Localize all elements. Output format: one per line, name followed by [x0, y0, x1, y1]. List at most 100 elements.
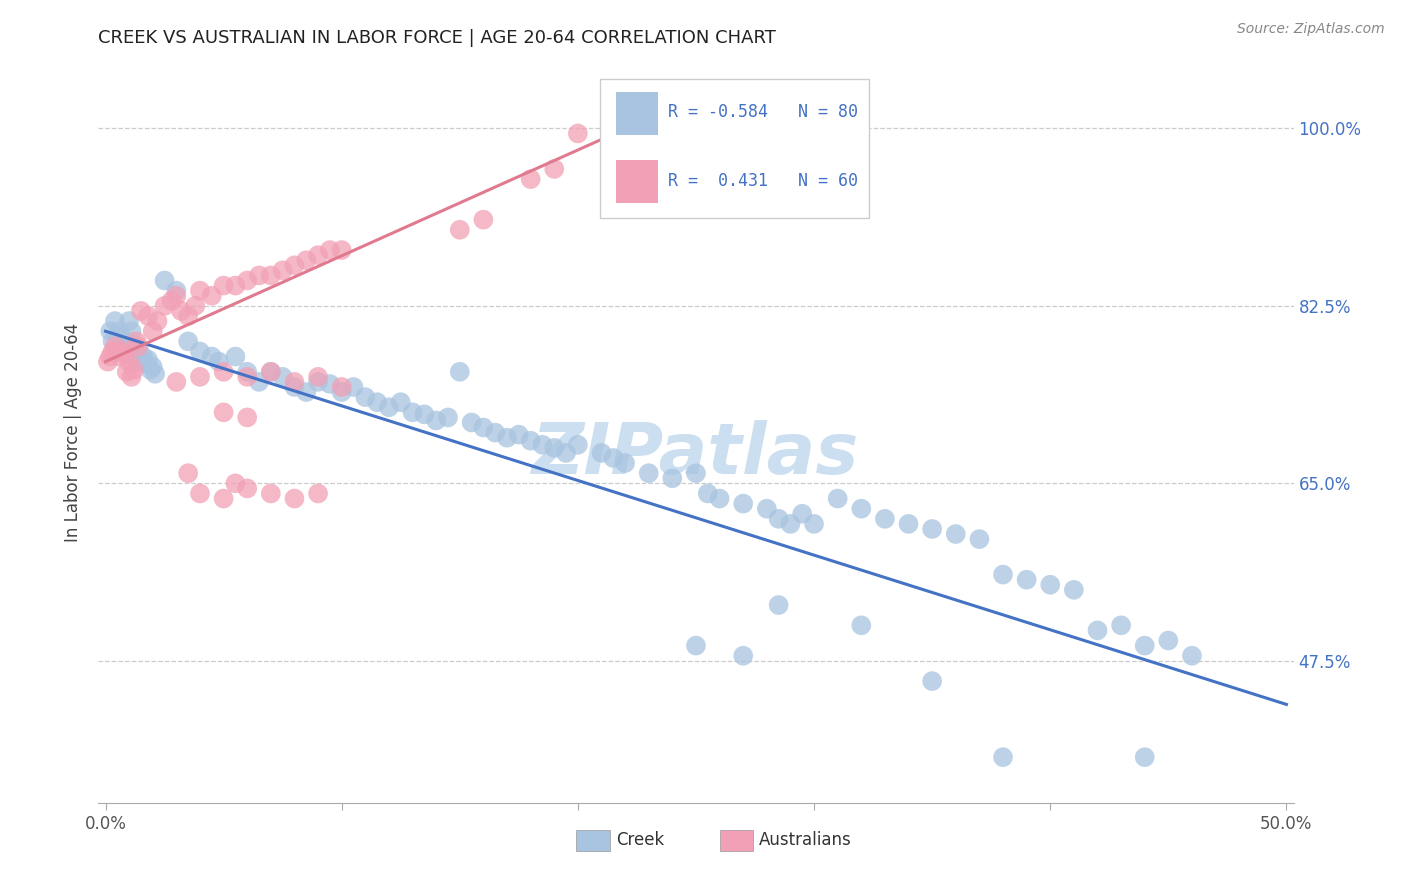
- Point: [201, 289, 224, 303]
- Point: [165, 375, 187, 389]
- Point: [101, 334, 124, 349]
- Point: [188, 369, 211, 384]
- Point: [366, 395, 388, 409]
- Point: [112, 346, 135, 360]
- Point: [121, 369, 143, 384]
- Point: [591, 446, 613, 460]
- Point: [111, 339, 134, 353]
- Point: [260, 268, 283, 283]
- Point: [733, 648, 755, 663]
- Point: [212, 405, 235, 419]
- Point: [637, 466, 659, 480]
- Point: [768, 512, 790, 526]
- Point: [945, 527, 967, 541]
- Y-axis label: In Labor Force | Age 20-64: In Labor Force | Age 20-64: [65, 323, 83, 542]
- Point: [851, 618, 873, 632]
- Point: [602, 450, 624, 465]
- Point: [1157, 633, 1180, 648]
- Point: [1133, 750, 1156, 764]
- Point: [177, 309, 200, 323]
- Point: [118, 354, 141, 368]
- Point: [437, 410, 460, 425]
- Point: [851, 501, 873, 516]
- Bar: [616, 92, 658, 135]
- Point: [508, 427, 530, 442]
- Point: [236, 410, 259, 425]
- Point: [460, 416, 482, 430]
- Point: [247, 375, 270, 389]
- Point: [709, 491, 731, 506]
- Point: [307, 369, 329, 384]
- Point: [129, 304, 152, 318]
- Point: [212, 491, 235, 506]
- Point: [108, 350, 131, 364]
- Point: [378, 401, 401, 415]
- Point: [260, 486, 283, 500]
- Point: [165, 289, 187, 303]
- Point: [319, 376, 342, 391]
- Point: [555, 446, 578, 460]
- Point: [283, 380, 305, 394]
- Point: [614, 456, 637, 470]
- Point: [135, 357, 157, 371]
- Point: [212, 278, 235, 293]
- Point: [115, 365, 138, 379]
- Point: [425, 413, 447, 427]
- Point: [401, 405, 423, 419]
- Point: [733, 497, 755, 511]
- Point: [125, 350, 148, 364]
- Point: [543, 161, 565, 176]
- Bar: [576, 830, 610, 851]
- Point: [224, 350, 246, 364]
- Point: [295, 253, 318, 268]
- Point: [897, 516, 920, 531]
- Point: [104, 339, 127, 353]
- Point: [260, 365, 283, 379]
- Point: [177, 334, 200, 349]
- Point: [247, 268, 270, 283]
- Point: [991, 750, 1014, 764]
- Point: [224, 278, 246, 293]
- Point: [142, 324, 165, 338]
- Point: [136, 352, 159, 367]
- Point: [105, 344, 128, 359]
- Point: [484, 425, 506, 440]
- Point: [389, 395, 412, 409]
- Point: [921, 674, 943, 689]
- Point: [271, 263, 294, 277]
- Point: [330, 243, 353, 257]
- Point: [153, 299, 176, 313]
- Point: [236, 369, 259, 384]
- Point: [330, 385, 353, 400]
- Point: [969, 532, 991, 546]
- Point: [112, 344, 135, 359]
- Point: [184, 299, 207, 313]
- Point: [1015, 573, 1038, 587]
- Point: [122, 363, 145, 377]
- Point: [779, 516, 801, 531]
- Point: [1133, 639, 1156, 653]
- Point: [271, 369, 294, 384]
- Point: [212, 365, 235, 379]
- Point: [921, 522, 943, 536]
- Point: [283, 491, 305, 506]
- Point: [307, 248, 329, 262]
- Text: R =  0.431   N = 60: R = 0.431 N = 60: [668, 172, 859, 190]
- Point: [991, 567, 1014, 582]
- Point: [121, 324, 143, 338]
- Point: [1039, 578, 1062, 592]
- Point: [188, 344, 211, 359]
- Point: [567, 438, 589, 452]
- Point: [146, 314, 169, 328]
- Point: [755, 501, 778, 516]
- Point: [827, 491, 849, 506]
- Point: [122, 339, 145, 353]
- Point: [208, 354, 231, 368]
- Point: [519, 172, 541, 186]
- Point: [283, 258, 305, 272]
- Bar: [616, 161, 658, 203]
- Point: [118, 314, 141, 328]
- Point: [661, 471, 683, 485]
- Point: [143, 367, 166, 381]
- Point: [543, 441, 565, 455]
